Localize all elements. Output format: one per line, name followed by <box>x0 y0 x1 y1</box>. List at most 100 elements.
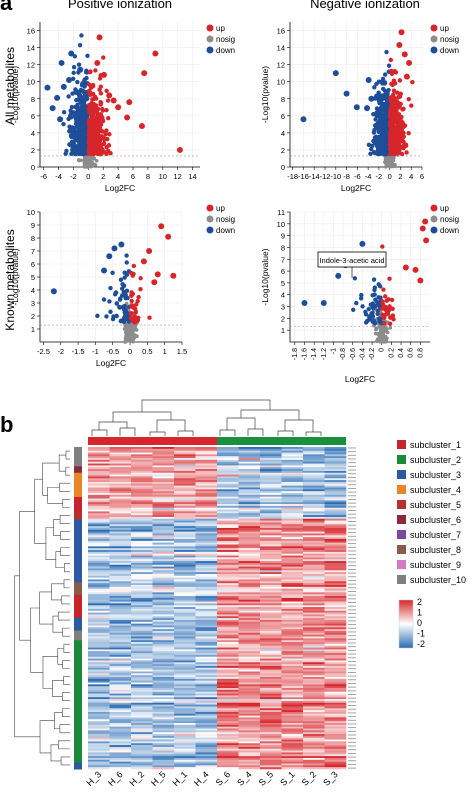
heatmap-cell <box>303 704 325 707</box>
heatmap-cell <box>303 667 325 670</box>
heatmap-cell <box>174 465 196 468</box>
heatmap-cell <box>195 682 218 685</box>
subcluster-color-bar <box>74 447 82 770</box>
heatmap-cell <box>88 697 110 700</box>
heatmap-cell <box>238 529 261 532</box>
heatmap-cell <box>88 632 110 635</box>
point-down <box>372 127 377 133</box>
heatmap-cell <box>195 724 218 727</box>
heatmap-cell <box>195 583 218 586</box>
x-tick-label: -6 <box>40 172 47 181</box>
heatmap-cell <box>324 493 347 496</box>
point-nosig <box>380 331 384 336</box>
heatmap-cell <box>152 614 175 617</box>
row-label-mark <box>348 491 357 493</box>
point-nosig <box>123 340 128 344</box>
x-axis-label: Log2FC <box>345 374 375 384</box>
dendrogram-branch <box>156 419 186 432</box>
point-up <box>110 97 117 104</box>
x-axis-label: Log2FC <box>96 358 126 368</box>
heatmap-cell <box>174 660 196 663</box>
heatmap-cell <box>238 706 261 709</box>
heatmap-cell <box>217 509 239 512</box>
heatmap-cell <box>195 631 218 634</box>
heatmap-cell <box>324 631 347 634</box>
heatmap-cell <box>88 516 110 520</box>
heatmap-cell <box>303 509 325 512</box>
heatmap-cell <box>303 458 325 461</box>
heatmap-cell <box>303 513 325 516</box>
row-label-mark <box>348 730 357 732</box>
heatmap-cell <box>303 677 325 680</box>
heatmap-cell <box>131 700 153 704</box>
heatmap-cell <box>260 447 282 450</box>
heatmap-cell <box>109 682 132 685</box>
point-up <box>106 92 113 99</box>
heatmap-cell <box>131 450 153 453</box>
heatmap-cell <box>303 625 325 628</box>
heatmap-cell <box>152 746 175 750</box>
heatmap-cell <box>281 507 304 510</box>
point-down <box>117 305 122 310</box>
heatmap-cell <box>174 732 196 735</box>
heatmap-cell <box>238 669 261 672</box>
point-down <box>379 143 384 148</box>
heatmap-cell <box>195 662 218 665</box>
point-up <box>90 132 96 138</box>
heatmap-cell <box>195 485 218 488</box>
heatmap-cell <box>174 616 196 619</box>
heatmap-cell <box>131 706 153 709</box>
heatmap-cell <box>195 527 218 531</box>
heatmap-cell <box>88 527 110 531</box>
heatmap-cell <box>174 678 196 681</box>
heatmap-cell <box>109 561 132 564</box>
heatmap-cell <box>260 730 282 733</box>
heatmap-cell <box>174 675 196 678</box>
dendrogram-branch <box>52 680 64 697</box>
heatmap-cell <box>195 702 218 705</box>
heatmap-cell <box>217 559 239 562</box>
row-label-mark <box>348 476 357 478</box>
heatmap-cell <box>238 677 261 680</box>
point-up <box>389 71 395 77</box>
row-label-mark <box>348 738 357 740</box>
heatmap-cell <box>109 625 132 628</box>
heatmap-cell <box>281 577 304 580</box>
point-down <box>370 143 375 148</box>
heatmap-cell <box>303 700 325 704</box>
point-down <box>118 296 123 301</box>
heatmap-cell <box>260 513 282 516</box>
heatmap-cell <box>303 596 325 599</box>
heatmap-cell <box>281 465 304 468</box>
heatmap-cell <box>152 737 175 740</box>
heatmap-cell <box>281 531 304 534</box>
heatmap-cell <box>174 667 196 670</box>
heatmap-cell <box>152 599 175 602</box>
heatmap-cell <box>324 608 347 612</box>
heatmap-cell <box>260 654 282 658</box>
heatmap-cell <box>152 597 175 601</box>
heatmap-cell <box>281 719 304 722</box>
heatmap-cell <box>281 551 304 555</box>
point-down <box>70 134 76 140</box>
heatmap-cell <box>217 481 239 485</box>
dendrogram-branch <box>50 744 62 762</box>
heatmap-cell <box>88 614 110 617</box>
heatmap-cell <box>260 465 282 468</box>
heatmap-cell <box>195 689 218 693</box>
heatmap-cell <box>238 732 261 735</box>
heatmap-cell <box>195 463 218 466</box>
point-down <box>50 288 57 295</box>
heatmap-cell <box>281 459 304 463</box>
heatmap-cell <box>131 737 153 740</box>
heatmap-cell <box>195 555 218 558</box>
heatmap-cell <box>324 735 347 739</box>
heatmap-cell <box>195 579 218 582</box>
heatmap-cell <box>88 735 110 739</box>
heatmap-cell <box>131 489 153 492</box>
heatmap-cell <box>195 647 218 650</box>
point-down <box>49 105 56 112</box>
x-tick-label: -1 <box>330 348 337 354</box>
heatmap-cell <box>109 608 132 612</box>
heatmap-cell <box>174 765 196 768</box>
